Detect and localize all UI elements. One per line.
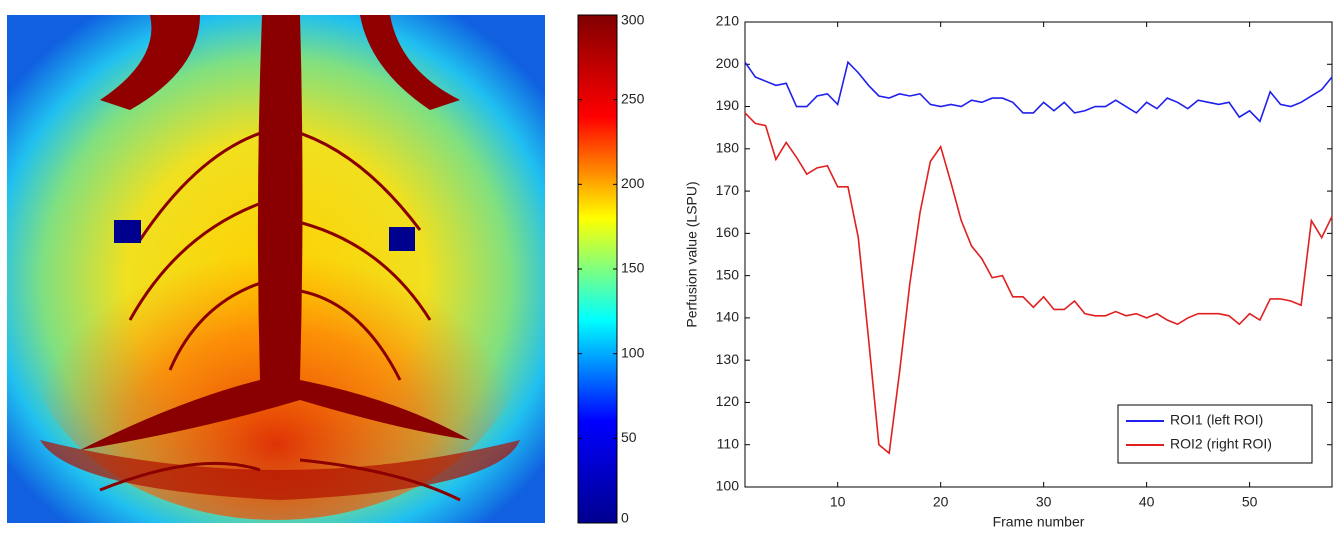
series-line — [744, 60, 1333, 123]
y-tick-label: 180 — [716, 140, 740, 156]
roi2-marker — [389, 227, 415, 251]
y-tick-label: 140 — [716, 309, 740, 325]
y-tick-label: 190 — [716, 97, 740, 113]
y-tick-label: 120 — [716, 393, 740, 409]
y-tick-label: 130 — [716, 351, 740, 367]
legend: ROI1 (left ROI) ROI2 (right ROI) — [1117, 404, 1313, 464]
y-tick-label: 150 — [716, 266, 740, 282]
colorbar-tick-label: 150 — [621, 260, 645, 276]
x-axis-label: Frame number — [993, 514, 1085, 530]
x-tick-label: 20 — [933, 494, 949, 510]
legend-box — [1117, 404, 1313, 464]
perfusion-image — [7, 15, 545, 523]
legend-label: ROI2 (right ROI) — [1170, 436, 1272, 452]
image-vessel — [100, 15, 200, 110]
y-tick-label: 210 — [716, 13, 740, 29]
legend-label: ROI1 (left ROI) — [1170, 412, 1263, 428]
roi1-marker — [114, 220, 141, 243]
y-tick-label: 160 — [716, 224, 740, 240]
x-tick-label: 50 — [1242, 494, 1258, 510]
line-chart: 100 110 120 130 140 150 160 170 180 190 200 210 10 20… — [684, 13, 1333, 530]
image-vessels — [99, 128, 461, 502]
colorbar-fill — [577, 14, 618, 524]
y-tick-label: 200 — [716, 55, 740, 71]
y-tick-label: 100 — [716, 478, 740, 494]
colorbar-tick-label: 200 — [621, 175, 645, 191]
colorbar-tick-label: 0 — [621, 510, 629, 526]
series-line — [744, 112, 1333, 455]
image-vessel — [360, 15, 460, 110]
x-tick-label: 40 — [1139, 494, 1155, 510]
image-vessel — [40, 440, 520, 500]
y-axis-label: Perfusion value (LSPU) — [684, 181, 700, 327]
colorbar-tick-label: 50 — [621, 429, 637, 445]
x-tick-label: 30 — [1036, 494, 1052, 510]
colorbar-tick-label: 300 — [621, 12, 645, 28]
colorbar: 0 50 100 150 200 250 300 — [577, 12, 645, 526]
image-vessel — [80, 15, 470, 450]
y-tick-label: 110 — [717, 435, 740, 451]
y-tick-label: 170 — [716, 182, 740, 198]
colorbar-tick-label: 100 — [621, 344, 645, 360]
x-tick-label: 10 — [830, 494, 846, 510]
colorbar-tick-label: 250 — [621, 90, 645, 106]
